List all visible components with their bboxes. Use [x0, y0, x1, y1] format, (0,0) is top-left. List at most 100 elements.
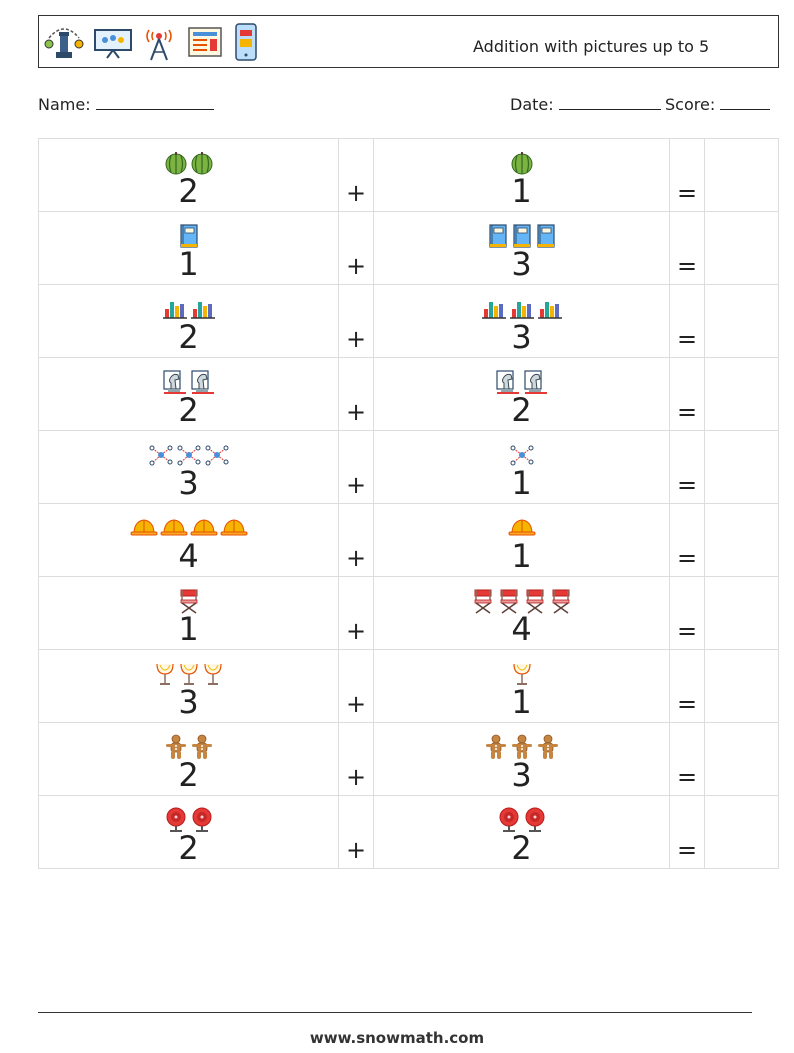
addend-a-pictures [39, 587, 338, 615]
radio-tower-icon [146, 29, 172, 61]
equals-cell: = [669, 722, 705, 796]
addend-b-cell: 2 [373, 795, 670, 869]
hard-hat-icon [160, 518, 188, 538]
alarm-bell-icon [497, 807, 521, 833]
problem-row: 2 +2 = [38, 357, 779, 431]
addend-a-number: 2 [178, 172, 199, 210]
problem-row: 4 +1 = [38, 503, 779, 577]
worksheet-header: Addition with pictures up to 5 [38, 15, 779, 68]
answer-cell[interactable] [704, 357, 779, 431]
problem-row: 2 +1 = [38, 138, 779, 212]
plus-sign: + [345, 252, 367, 280]
plus-cell: + [338, 211, 374, 285]
answer-cell[interactable] [704, 722, 779, 796]
plus-sign: + [345, 763, 367, 791]
answer-cell[interactable] [704, 430, 779, 504]
plus-cell: + [338, 284, 374, 358]
equals-cell: = [669, 211, 705, 285]
addend-b-cell: 1 [373, 649, 670, 723]
addend-a-number: 2 [178, 756, 199, 794]
problem-row: 3 +1 = [38, 430, 779, 504]
addend-a-pictures [39, 733, 338, 761]
date-label: Date: [510, 95, 554, 114]
molecule-network-icon [509, 443, 535, 467]
bar-chart-icon [190, 297, 216, 321]
addend-b-cell: 1 [373, 503, 670, 577]
answer-cell[interactable] [704, 138, 779, 212]
bar-chart-icon [481, 297, 507, 321]
answer-cell[interactable] [704, 576, 779, 650]
answer-cell[interactable] [704, 503, 779, 577]
addend-b-cell: 1 [373, 430, 670, 504]
plus-sign: + [345, 179, 367, 207]
molecule-network-icon [204, 443, 230, 467]
addend-b-pictures [374, 514, 669, 542]
notebook-icon [178, 223, 200, 249]
plus-sign: + [345, 690, 367, 718]
addend-b-number: 1 [511, 683, 532, 721]
header-icons [43, 21, 259, 63]
addend-b-number: 3 [511, 245, 532, 283]
addend-a-pictures [39, 222, 338, 250]
bar-chart-icon [537, 297, 563, 321]
answer-cell[interactable] [704, 795, 779, 869]
goblet-icon [154, 661, 176, 687]
addend-b-number: 1 [511, 464, 532, 502]
addend-b-pictures [374, 806, 669, 834]
date-blank[interactable] [558, 94, 661, 110]
name-blank[interactable] [95, 94, 214, 110]
bar-chart-icon [162, 297, 188, 321]
equals-cell: = [669, 430, 705, 504]
name-label: Name: [38, 95, 91, 114]
goblet-icon [202, 661, 224, 687]
notebook-icon [487, 223, 509, 249]
molecule-network-icon [148, 443, 174, 467]
addend-a-pictures [39, 441, 338, 469]
equals-cell: = [669, 357, 705, 431]
chess-knight-icon [162, 369, 188, 395]
plus-sign: + [345, 398, 367, 426]
answer-cell[interactable] [704, 284, 779, 358]
director-chair-icon [177, 588, 201, 614]
addend-b-number: 4 [511, 610, 532, 648]
addend-a-pictures [39, 514, 338, 542]
addend-b-cell: 3 [373, 211, 670, 285]
answer-cell[interactable] [704, 649, 779, 723]
addend-a-number: 3 [178, 683, 199, 721]
problem-table: 2 +1 = 1 +3 = 2 +3 = 2 +2 = 3 +1 = 4 +1 = 1 +4 = 3 +1 = 2 +3 = 2 +2 = [38, 138, 779, 869]
gingerbread-man-icon [510, 734, 534, 760]
goblet-icon [178, 661, 200, 687]
addend-a-cell: 1 [38, 211, 339, 285]
addend-b-number: 2 [511, 391, 532, 429]
problem-row: 2 +2 = [38, 795, 779, 869]
equals-sign: = [676, 544, 698, 572]
addend-b-number: 1 [511, 537, 532, 575]
problem-row: 1 +4 = [38, 576, 779, 650]
addend-a-pictures [39, 806, 338, 834]
answer-cell[interactable] [704, 211, 779, 285]
addend-b-cell: 1 [373, 138, 670, 212]
alarm-bell-icon [523, 807, 547, 833]
chess-knight-icon [495, 369, 521, 395]
addend-a-pictures [39, 295, 338, 323]
addend-b-pictures [374, 660, 669, 688]
addend-b-pictures [374, 733, 669, 761]
watermelon-icon [190, 151, 214, 175]
equals-cell: = [669, 284, 705, 358]
addend-a-number: 2 [178, 829, 199, 867]
hard-hat-icon [190, 518, 218, 538]
addend-b-number: 2 [511, 829, 532, 867]
gingerbread-man-icon [190, 734, 214, 760]
mobile-app-icon [235, 23, 257, 61]
hard-hat-icon [130, 518, 158, 538]
plus-cell: + [338, 430, 374, 504]
goblet-icon [511, 661, 533, 687]
problem-row: 1 +3 = [38, 211, 779, 285]
plus-cell: + [338, 357, 374, 431]
addend-a-number: 4 [178, 537, 199, 575]
plus-cell: + [338, 795, 374, 869]
score-blank[interactable] [720, 94, 771, 110]
bar-chart-icon [509, 297, 535, 321]
addend-a-cell: 2 [38, 722, 339, 796]
addend-a-pictures [39, 368, 338, 396]
